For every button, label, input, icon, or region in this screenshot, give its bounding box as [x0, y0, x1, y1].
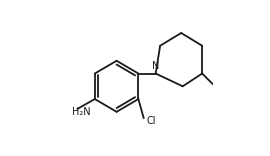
Text: Cl: Cl [147, 116, 156, 126]
Text: H₂N: H₂N [72, 107, 90, 117]
Text: N: N [152, 61, 159, 71]
